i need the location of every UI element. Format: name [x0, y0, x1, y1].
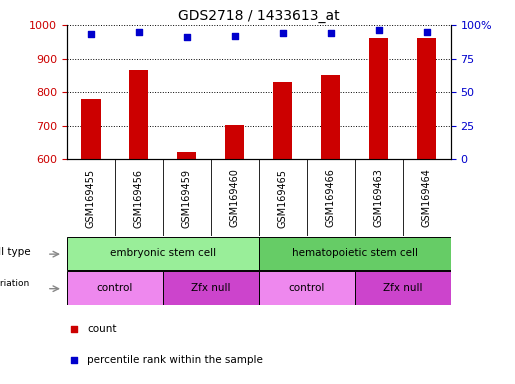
Bar [81, 99, 100, 159]
Text: percentile rank within the sample: percentile rank within the sample [88, 355, 263, 365]
Text: GSM169464: GSM169464 [422, 169, 432, 227]
Text: embryonic stem cell: embryonic stem cell [110, 248, 216, 258]
Point [183, 34, 191, 40]
Bar [259, 271, 355, 305]
Bar [225, 125, 245, 159]
Point [87, 31, 95, 38]
Text: hematopoietic stem cell: hematopoietic stem cell [291, 248, 418, 258]
Bar [67, 237, 259, 270]
Text: GSM169463: GSM169463 [374, 169, 384, 227]
Bar [177, 152, 196, 159]
Text: GSM169459: GSM169459 [182, 169, 192, 228]
Point [422, 28, 431, 35]
Text: Zfx null: Zfx null [383, 283, 422, 293]
Point [374, 27, 383, 33]
Text: GSM169460: GSM169460 [230, 169, 240, 227]
Text: cell type: cell type [0, 247, 30, 257]
Point [231, 33, 239, 39]
Point [327, 30, 335, 36]
Bar [321, 74, 340, 159]
Bar [273, 82, 293, 159]
Point [70, 357, 78, 363]
Bar [67, 271, 163, 305]
Text: control: control [288, 283, 325, 293]
Bar [129, 70, 148, 159]
Bar [355, 271, 451, 305]
Bar [163, 271, 259, 305]
Point [70, 326, 78, 332]
Text: genotype/variation: genotype/variation [0, 279, 30, 288]
Bar [417, 38, 436, 159]
Point [135, 28, 143, 35]
Text: GSM169466: GSM169466 [325, 169, 336, 227]
Title: GDS2718 / 1433613_at: GDS2718 / 1433613_at [178, 8, 339, 23]
Text: GSM169455: GSM169455 [86, 169, 96, 228]
Bar [259, 237, 451, 270]
Bar [369, 38, 388, 159]
Text: GSM169465: GSM169465 [278, 169, 288, 228]
Text: Zfx null: Zfx null [191, 283, 231, 293]
Text: control: control [97, 283, 133, 293]
Text: count: count [88, 324, 117, 334]
Point [279, 30, 287, 36]
Text: GSM169456: GSM169456 [134, 169, 144, 228]
